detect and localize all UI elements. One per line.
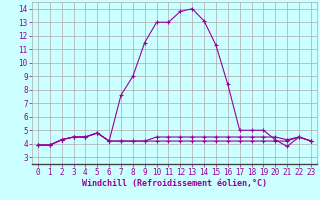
X-axis label: Windchill (Refroidissement éolien,°C): Windchill (Refroidissement éolien,°C)	[82, 179, 267, 188]
